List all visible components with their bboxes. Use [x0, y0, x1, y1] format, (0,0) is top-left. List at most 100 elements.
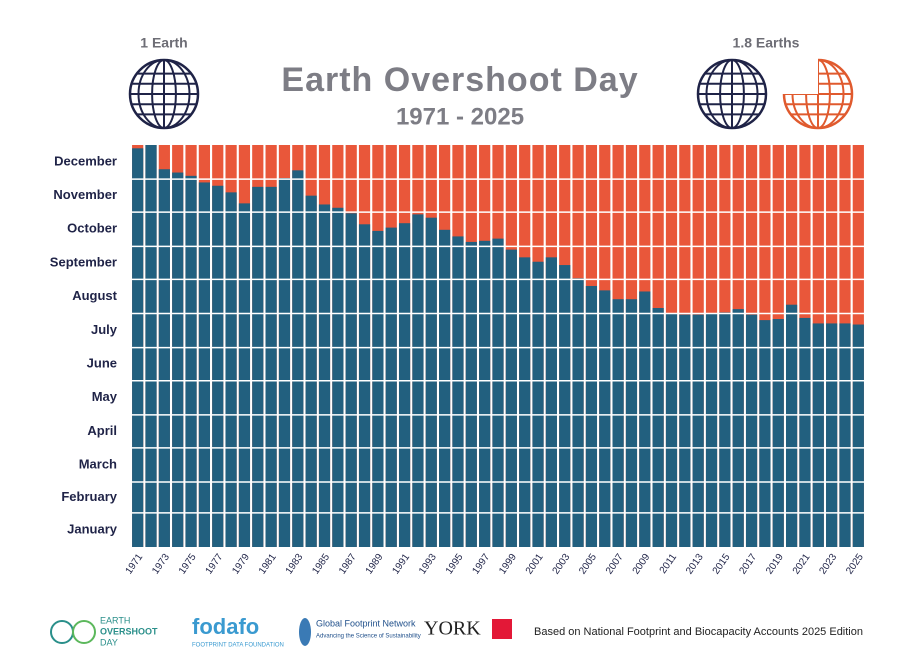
x-tick-label: 1979 — [230, 552, 252, 577]
bar — [225, 192, 237, 548]
x-tick-label: 1985 — [310, 552, 332, 577]
bar — [612, 299, 624, 547]
x-tick-label: 2015 — [711, 552, 733, 577]
x-tick-label: 2005 — [577, 552, 599, 577]
bar — [559, 265, 571, 547]
bar — [745, 314, 758, 547]
y-tick-label: June — [87, 356, 117, 371]
bar — [172, 172, 184, 547]
bar — [625, 299, 638, 547]
x-tick-label: 1975 — [177, 552, 199, 577]
bar — [519, 257, 531, 547]
bar — [585, 285, 598, 547]
footnote: Based on National Footprint and Biocapac… — [534, 626, 863, 638]
x-tick-label: 1991 — [390, 552, 412, 577]
bar — [238, 203, 251, 547]
chart-subtitle: 1971 - 2025 — [396, 103, 524, 130]
bar — [358, 224, 371, 547]
y-tick-label: September — [50, 254, 117, 269]
logo-icon — [492, 619, 512, 639]
bar — [505, 249, 517, 548]
x-tick-label: 2007 — [604, 552, 626, 577]
bar — [772, 319, 784, 547]
logo-text: FOOTPRINT DATA FOUNDATION — [192, 643, 284, 649]
logo-text: DAY — [100, 637, 118, 647]
bar — [639, 291, 651, 547]
logos: EARTH OVERSHOOT DAY fodafo FOOTPRINT DAT… — [50, 614, 863, 649]
bar — [198, 182, 211, 547]
bar — [652, 308, 664, 547]
x-tick-label: 2009 — [631, 552, 653, 577]
bar — [265, 186, 277, 547]
globe-cut — [780, 56, 818, 94]
x-tick-label: 1989 — [364, 552, 386, 577]
y-tick-label: November — [53, 187, 117, 202]
logo-text: fodafo — [192, 614, 259, 639]
logo-text: OVERSHOOT — [100, 626, 158, 636]
bar — [292, 170, 304, 547]
bar — [425, 217, 437, 547]
logo-icon — [50, 620, 74, 644]
x-tick-label: 1973 — [150, 552, 172, 577]
bar — [385, 227, 397, 548]
bar — [572, 278, 584, 547]
y-tick-label: April — [87, 423, 117, 438]
left-annotation: 1 Earth — [140, 35, 187, 51]
x-tick-label: 2023 — [817, 552, 839, 577]
x-tick-label: 2025 — [844, 552, 866, 577]
right-annotation: 1.8 Earths — [733, 35, 800, 51]
y-tick-label: February — [61, 489, 117, 504]
logo-icon — [72, 620, 96, 644]
bar — [145, 145, 157, 547]
bar — [439, 229, 451, 547]
x-tick-label: 2019 — [764, 552, 786, 577]
globe-icons — [128, 56, 854, 130]
bar — [785, 304, 798, 547]
x-tick-label: 1995 — [444, 552, 466, 577]
bar — [839, 323, 851, 547]
bar — [679, 314, 691, 547]
bar — [185, 175, 197, 547]
bar — [212, 185, 224, 548]
x-tick-label: 1981 — [257, 552, 279, 577]
bar — [158, 169, 170, 547]
x-tick-label: 1977 — [204, 552, 226, 577]
bar — [732, 309, 744, 547]
bar — [492, 238, 504, 547]
chart-title: Earth Overshoot Day — [281, 61, 638, 99]
x-tick-label: 2011 — [658, 552, 680, 576]
logo-text: YORK — [424, 618, 481, 640]
x-tick-label: 2017 — [737, 552, 759, 577]
bar — [398, 223, 411, 547]
bar — [826, 323, 838, 547]
bar — [852, 324, 864, 547]
bar — [318, 204, 331, 547]
logo-text: Advancing the Science of Sustainability — [316, 634, 421, 640]
bar — [332, 207, 344, 547]
x-tick-label: 2001 — [524, 552, 546, 577]
y-tick-label: May — [92, 389, 118, 404]
bar — [545, 257, 557, 547]
bar — [532, 261, 544, 547]
y-tick-label: July — [91, 322, 118, 337]
bar — [692, 314, 704, 547]
bar — [465, 241, 477, 548]
bar — [599, 290, 611, 547]
x-tick-label: 2003 — [551, 552, 573, 577]
bar — [759, 320, 771, 547]
x-tick-label: 1997 — [471, 552, 493, 577]
logo-text: EARTH — [100, 615, 130, 625]
y-tick-label: March — [79, 456, 117, 471]
bar — [705, 313, 718, 547]
bar — [812, 323, 824, 547]
bar — [305, 195, 317, 547]
x-tick-label: 1971 — [124, 552, 146, 577]
bar — [252, 186, 264, 547]
bar — [479, 240, 491, 547]
logo-icon — [299, 618, 311, 646]
x-tick-label: 1999 — [497, 552, 519, 577]
logo-text: Global Footprint Network — [316, 618, 416, 628]
x-tick-label: 2021 — [791, 552, 813, 577]
bar — [278, 178, 291, 548]
